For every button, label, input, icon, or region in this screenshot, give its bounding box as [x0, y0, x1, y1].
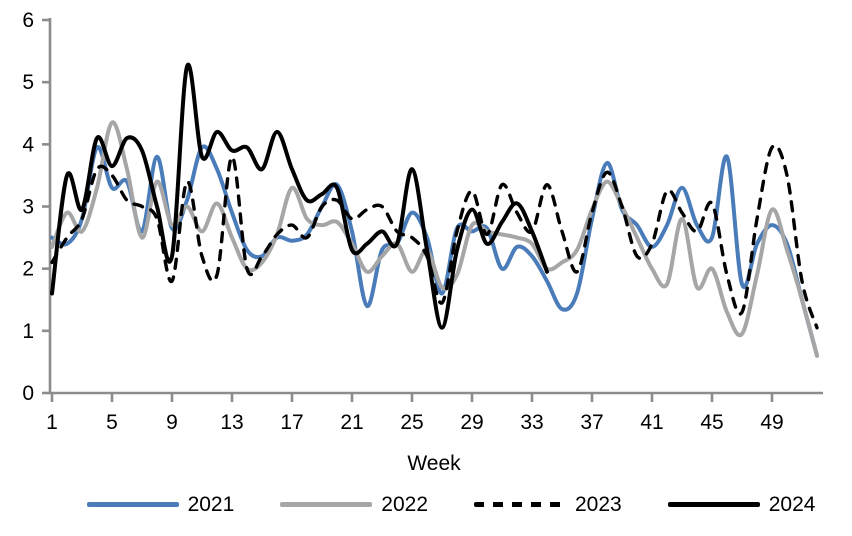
x-axis-tick-label: 49 — [760, 411, 783, 434]
legend-line-sample-2022 — [280, 502, 373, 507]
x-axis-tick-label: 1 — [46, 411, 58, 434]
x-axis-title: Week — [407, 452, 461, 475]
x-axis-tick-label: 25 — [400, 411, 423, 434]
legend-item-2022: 2022 — [280, 494, 428, 515]
series-line-2024 — [50, 62, 549, 330]
y-axis-tick-label: 4 — [22, 133, 34, 156]
x-axis-tick-label: 17 — [280, 411, 303, 434]
x-axis-tick-label: 45 — [700, 411, 723, 434]
series-line-2022 — [50, 120, 819, 358]
y-axis-tick-label: 3 — [22, 195, 34, 218]
x-axis-tick-label: 9 — [166, 411, 178, 434]
y-axis-tick-label: 0 — [22, 382, 34, 405]
series-line-2023 — [50, 143, 819, 330]
x-axis-tick-label: 21 — [340, 411, 363, 434]
legend-label-2023: 2023 — [575, 493, 622, 516]
legend-line-sample-2023 — [474, 502, 566, 507]
legend-line-sample-2021 — [86, 502, 179, 507]
y-axis-tick-label: 2 — [22, 258, 34, 281]
legend-item-2024: 2024 — [667, 493, 816, 516]
x-axis-tick-label: 29 — [460, 411, 483, 434]
legend-item-2023: 2023 — [474, 494, 622, 515]
y-axis-tick-label: 1 — [22, 320, 34, 343]
legend-label-2021: 2021 — [187, 493, 235, 516]
y-axis-tick-label: 6 — [22, 9, 34, 32]
x-axis-tick-label: 37 — [580, 411, 603, 434]
legend-line-sample-2024 — [667, 502, 760, 507]
legend-label-2022: 2022 — [381, 493, 428, 516]
y-axis-tick-label: 5 — [22, 71, 34, 94]
x-axis-tick-label: 33 — [520, 411, 543, 434]
legend-item-2021: 2021 — [86, 493, 235, 516]
x-axis-tick-label: 13 — [220, 411, 243, 434]
chart-legend: 2021 2022 2023 2024 — [0, 494, 852, 515]
x-axis-tick-label: 5 — [106, 411, 118, 434]
x-axis-tick-label: 41 — [640, 411, 663, 434]
legend-label-2024: 2024 — [768, 493, 816, 516]
